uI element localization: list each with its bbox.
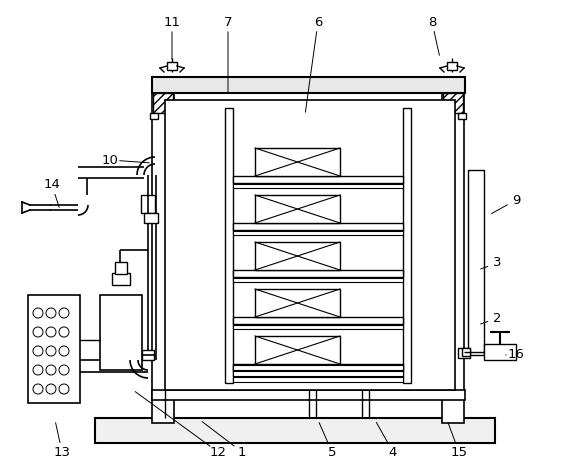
Bar [112,273,130,285]
Circle shape [59,308,69,318]
Bar [28,295,80,403]
Bar [442,93,464,423]
Bar [233,372,403,376]
Circle shape [33,365,43,375]
Bar [142,350,154,360]
Bar [458,348,470,358]
Text: 5: 5 [328,446,336,459]
Circle shape [46,346,56,356]
Bar [152,93,174,423]
Circle shape [59,327,69,337]
Bar [458,113,466,119]
Bar [484,344,516,360]
Bar [233,317,403,324]
Bar [468,170,484,355]
Bar [233,184,403,188]
Circle shape [46,327,56,337]
Bar [165,100,455,390]
Text: 11: 11 [163,15,181,28]
Text: 9: 9 [512,193,520,206]
Bar [225,108,233,383]
Bar [403,108,411,383]
Bar [233,278,403,282]
Circle shape [33,346,43,356]
Bar [167,62,177,70]
Circle shape [59,365,69,375]
Circle shape [59,384,69,394]
Text: 6: 6 [314,15,322,28]
Bar [255,336,340,364]
Text: 2: 2 [493,311,501,325]
Bar [233,176,403,183]
Bar [443,93,463,113]
Bar [447,62,457,70]
Text: 7: 7 [224,15,232,28]
Bar [233,377,403,382]
Text: 4: 4 [389,446,397,459]
Bar [100,295,142,370]
Bar [141,195,155,213]
Bar [233,364,403,371]
Circle shape [46,308,56,318]
Text: 3: 3 [493,256,501,269]
Bar [462,348,470,356]
Text: 12: 12 [209,446,227,459]
Text: 8: 8 [428,15,436,28]
Bar [144,213,158,223]
Text: 1: 1 [238,446,246,459]
Bar [255,289,340,317]
Text: 16: 16 [508,348,525,361]
Bar [233,231,403,235]
Circle shape [46,384,56,394]
Bar [255,242,340,270]
Bar [233,325,403,329]
Bar [233,223,403,230]
Bar [152,390,465,400]
Bar [95,418,495,443]
Bar [150,113,158,119]
Circle shape [46,365,56,375]
Bar [153,93,173,113]
Text: 10: 10 [101,154,118,167]
Circle shape [33,384,43,394]
Bar [233,371,403,376]
Bar [233,365,403,370]
Text: 13: 13 [54,446,71,459]
Circle shape [59,346,69,356]
Bar [255,148,340,176]
Bar [233,270,403,277]
Circle shape [33,327,43,337]
Bar [255,195,340,223]
Bar [152,77,465,93]
Circle shape [33,308,43,318]
Text: 14: 14 [44,178,61,191]
Bar [115,262,127,274]
Text: 15: 15 [451,446,468,459]
